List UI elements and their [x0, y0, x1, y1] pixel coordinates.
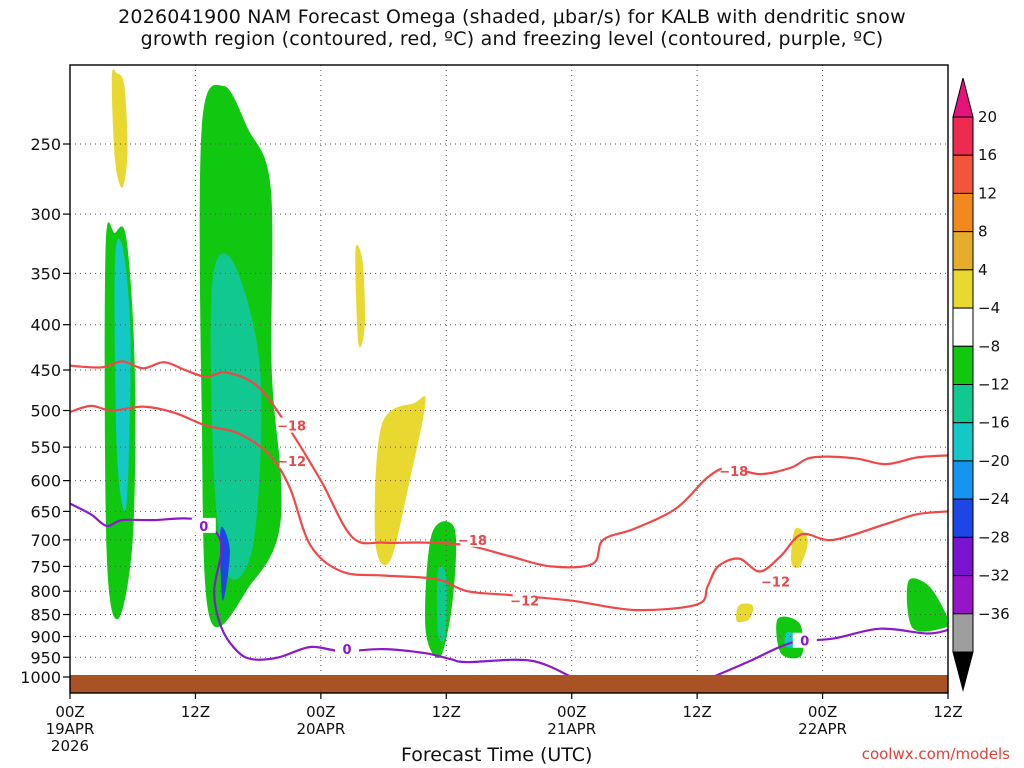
y-tick-label-11: 800	[30, 582, 61, 601]
y-tick-label-14: 950	[30, 648, 61, 667]
y-tick-label-12: 850	[30, 606, 61, 625]
colorbar-label-1: 16	[978, 146, 997, 164]
colorbar-swatch-5	[952, 307, 974, 347]
contour-label-bg-8	[792, 632, 817, 648]
colorbar-label-8: −16	[978, 414, 1010, 432]
colorbar-swatch-3	[952, 231, 974, 271]
chart-title: 2026041900 NAM Forecast Omega (shaded, μ…	[0, 6, 1024, 50]
y-tick-label-0: 250	[30, 135, 61, 154]
x-tick-label-2-0: 00Z	[306, 703, 335, 721]
contour-label-1: −12	[277, 455, 306, 470]
contour-label-2: −18	[458, 534, 487, 549]
colorbar-swatch-6	[952, 345, 974, 385]
y-tick-label-15: 1000	[20, 668, 61, 687]
omega-region-2	[114, 238, 131, 512]
y-tick-label-10: 750	[30, 557, 61, 576]
colorbar-swatch-7	[952, 384, 974, 424]
y-tick-label-8: 650	[30, 502, 61, 521]
plot-frame	[69, 64, 949, 694]
colorbar-swatch-11	[952, 536, 974, 577]
colorbar-swatch-12	[952, 575, 974, 615]
y-tick-label-3: 400	[30, 316, 61, 335]
contour-label-6: 0	[199, 520, 208, 535]
x-tick-label-1-0: 12Z	[181, 703, 210, 721]
colorbar-bottom-arrow	[952, 651, 974, 692]
x-tick-label-0-1: 19APR	[46, 720, 95, 738]
omega-region-6	[355, 244, 365, 348]
chart-title-line-2: growth region (contoured, red, ºC) and f…	[140, 28, 884, 50]
colorbar-swatch-13	[952, 613, 974, 653]
colorbar-label-2: 12	[978, 184, 997, 202]
x-tick-label-3-0: 12Z	[432, 703, 461, 721]
y-tick-label-9: 700	[30, 531, 61, 550]
colorbar-top-arrow	[952, 77, 974, 118]
contour-label-bg-2	[460, 531, 485, 547]
x-tick-label-0-2: 2026	[51, 737, 89, 755]
colorbar-swatch-4	[952, 269, 974, 309]
isotherm-minus12-line	[70, 404, 948, 612]
y-tick-label-7: 600	[30, 472, 61, 491]
x-tick-label-2-1: 20APR	[296, 720, 345, 738]
contour-label-4: −18	[719, 465, 748, 480]
contour-label-bg-6	[191, 517, 216, 533]
x-axis-label: Forecast Time (UTC)	[401, 744, 593, 766]
contour-label-7: 0	[342, 643, 351, 658]
x-tick-label-5-0: 12Z	[682, 703, 711, 721]
contour-label-bg-7	[334, 641, 359, 657]
x-tick-label-0-0: 00Z	[55, 703, 84, 721]
contour-label-bg-3	[512, 592, 537, 608]
y-tick-label-4: 450	[30, 361, 61, 380]
x-tick-label-4-1: 21APR	[547, 720, 596, 738]
contour-label-3: −12	[510, 595, 539, 610]
omega-region-4	[210, 253, 262, 580]
contour-label-8: 0	[800, 635, 809, 650]
colorbar-swatch-9	[952, 460, 974, 500]
colorbar-swatch-1	[952, 154, 974, 194]
contour-label-bg-0	[279, 417, 304, 433]
colorbar-label-0: 20	[978, 108, 997, 126]
omega-region-14	[906, 578, 948, 632]
contour-label-0: −18	[277, 420, 306, 435]
colorbar-label-13: −36	[978, 605, 1010, 623]
colorbar-label-11: −28	[978, 528, 1010, 546]
colorbar-label-5: −4	[978, 299, 1000, 317]
colorbar-label-3: 8	[978, 223, 988, 241]
contour-label-5: −12	[761, 575, 790, 590]
x-tick-label-6-0: 00Z	[808, 703, 837, 721]
x-tick-label-6-1: 22APR	[798, 720, 847, 738]
colorbar-swatch-2	[952, 192, 974, 233]
y-tick-label-1: 300	[30, 205, 61, 224]
y-tick-label-5: 500	[30, 402, 61, 421]
omega-region-9	[436, 566, 447, 643]
omega-region-0	[111, 69, 128, 188]
freezing-level-line	[70, 502, 573, 679]
ground-strip	[70, 675, 948, 693]
y-tick-label-2: 350	[30, 264, 61, 283]
colorbar-label-7: −12	[978, 376, 1010, 394]
colorbar-label-6: −8	[978, 337, 1000, 355]
colorbar-label-12: −32	[978, 567, 1010, 585]
colorbar-label-9: −20	[978, 452, 1010, 470]
colorbar-label-4: 4	[978, 261, 988, 279]
omega-region-11	[736, 603, 754, 623]
contour-label-bg-5	[763, 573, 788, 589]
colorbar-swatch-10	[952, 498, 974, 538]
credit-link[interactable]: coolwx.com/models	[861, 745, 1010, 763]
colorbar-label-10: −24	[978, 490, 1010, 508]
x-tick-label-4-0: 00Z	[557, 703, 586, 721]
contour-label-bg-4	[721, 462, 746, 478]
x-tick-label-7-0: 12Z	[933, 703, 962, 721]
freezing-level-line-b	[712, 627, 948, 679]
isotherm-minus18-line	[70, 360, 948, 569]
y-tick-label-6: 550	[30, 438, 61, 457]
chart-title-line-1: 2026041900 NAM Forecast Omega (shaded, μ…	[118, 6, 906, 28]
colorbar-swatch-0	[952, 116, 974, 156]
y-tick-label-13: 900	[30, 627, 61, 646]
contour-label-bg-1	[279, 452, 304, 468]
colorbar-swatch-8	[952, 422, 974, 462]
